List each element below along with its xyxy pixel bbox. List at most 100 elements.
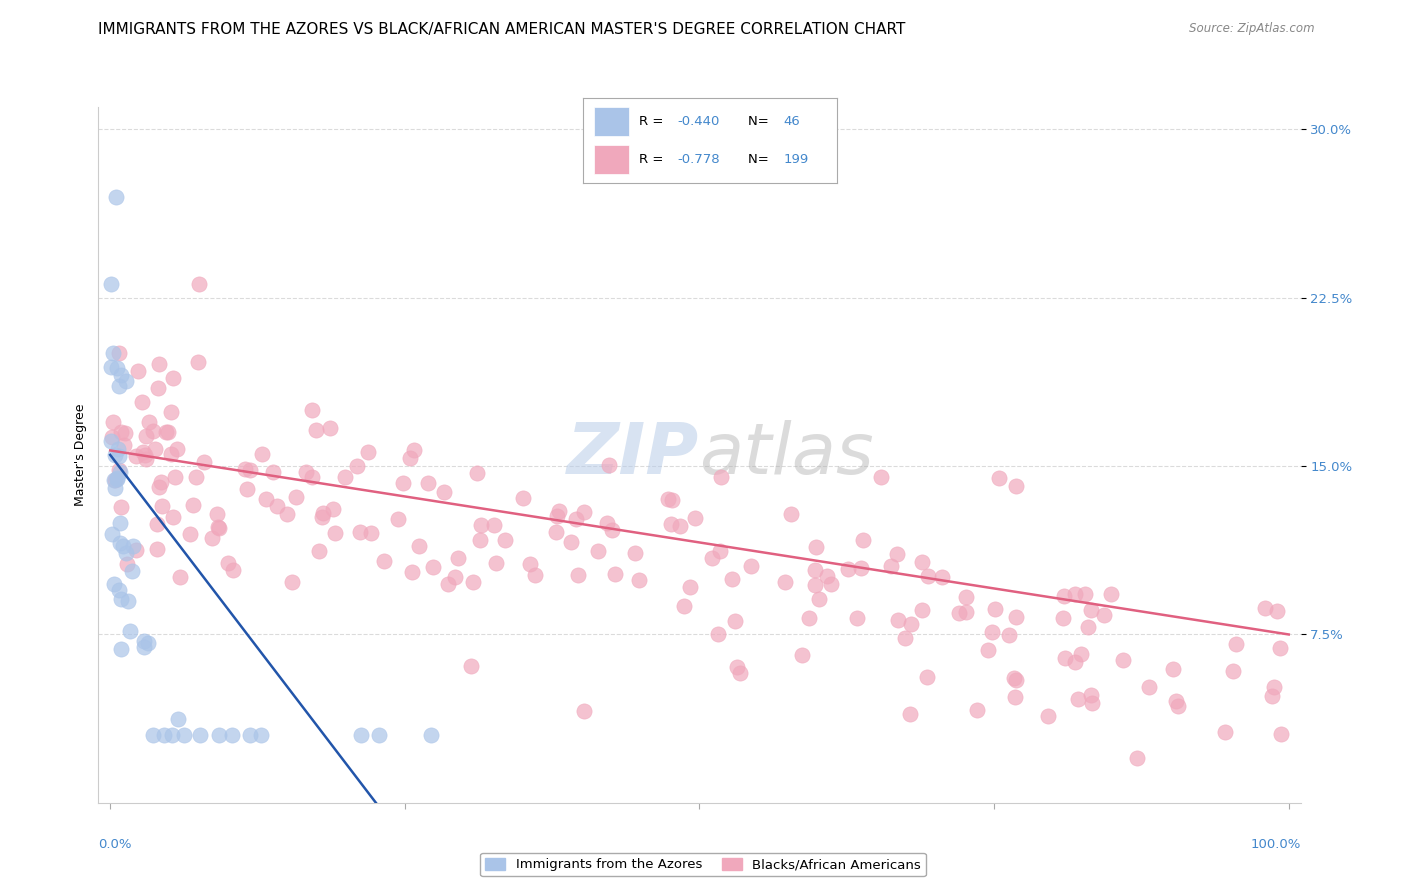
Point <box>108 346 131 360</box>
Point <box>1053 589 1076 603</box>
Point <box>104 448 127 462</box>
Point <box>162 510 184 524</box>
Bar <box>593 145 628 175</box>
Point <box>886 547 908 561</box>
Point <box>1268 640 1291 655</box>
Point <box>179 526 201 541</box>
Point <box>911 555 934 569</box>
Point <box>105 472 128 486</box>
Point <box>134 640 156 654</box>
Point <box>595 516 617 530</box>
Point <box>107 442 129 457</box>
Point <box>845 611 868 625</box>
Point <box>572 505 595 519</box>
Bar <box>593 107 628 136</box>
Point <box>519 557 541 571</box>
Point <box>263 465 285 479</box>
Point <box>107 449 129 463</box>
Point <box>1092 607 1115 622</box>
Point <box>443 569 465 583</box>
Point <box>391 475 413 490</box>
Point <box>155 425 177 439</box>
Point <box>131 395 153 409</box>
Point <box>169 570 191 584</box>
Point <box>1004 673 1026 687</box>
Point <box>1167 699 1189 714</box>
Point <box>790 648 813 662</box>
Point <box>387 511 409 525</box>
Point <box>725 660 748 674</box>
Point <box>103 415 125 429</box>
Point <box>955 606 977 620</box>
Point <box>815 568 838 582</box>
Point <box>349 525 371 540</box>
Point <box>915 670 938 684</box>
Point <box>222 563 245 577</box>
Point <box>679 580 702 594</box>
Point <box>108 536 131 550</box>
Point <box>281 574 304 589</box>
Point <box>156 425 179 440</box>
Point <box>1036 709 1059 723</box>
Point <box>1063 587 1085 601</box>
Point <box>121 564 143 578</box>
Point <box>160 729 183 743</box>
Point <box>142 729 165 743</box>
Point <box>165 469 187 483</box>
Point <box>1222 664 1244 678</box>
Point <box>107 463 129 477</box>
Point <box>1263 680 1285 694</box>
Point <box>208 521 231 535</box>
Point <box>150 499 173 513</box>
Point <box>160 405 183 419</box>
Point <box>105 471 128 485</box>
Point <box>659 516 682 531</box>
Point <box>138 415 160 429</box>
Point <box>103 576 125 591</box>
Text: R =: R = <box>640 153 668 166</box>
Point <box>108 378 131 392</box>
Legend: Immigrants from the Azores, Blacks/African Americans: Immigrants from the Azores, Blacks/Afric… <box>479 853 927 877</box>
Point <box>100 434 122 448</box>
Point <box>115 374 138 388</box>
Point <box>110 591 132 606</box>
Point <box>149 475 172 489</box>
Point <box>285 491 308 505</box>
Point <box>1225 637 1247 651</box>
Point <box>187 277 209 291</box>
Point <box>657 492 679 507</box>
Point <box>159 447 181 461</box>
Point <box>1126 751 1149 765</box>
Point <box>560 534 582 549</box>
Point <box>948 606 970 620</box>
Text: 46: 46 <box>783 115 800 128</box>
Text: ZIP: ZIP <box>567 420 699 490</box>
Point <box>110 368 132 382</box>
Point <box>730 665 752 680</box>
Point <box>350 729 373 743</box>
Point <box>148 480 170 494</box>
Point <box>101 430 124 444</box>
Point <box>966 703 988 717</box>
Point <box>305 423 328 437</box>
Point <box>1005 479 1028 493</box>
Point <box>408 539 430 553</box>
Point <box>1054 650 1077 665</box>
Text: -0.440: -0.440 <box>678 115 720 128</box>
Point <box>600 523 623 537</box>
Point <box>1002 671 1025 685</box>
Point <box>1166 694 1188 708</box>
Point <box>1070 647 1092 661</box>
Point <box>709 470 731 484</box>
Point <box>108 516 131 530</box>
Point <box>1004 690 1026 705</box>
Point <box>468 533 491 547</box>
Text: 0.0%: 0.0% <box>98 838 132 852</box>
Point <box>917 569 939 583</box>
Point <box>308 543 330 558</box>
Point <box>799 611 821 625</box>
Point <box>118 624 141 638</box>
Point <box>482 517 505 532</box>
Point <box>1254 600 1277 615</box>
Point <box>470 517 492 532</box>
